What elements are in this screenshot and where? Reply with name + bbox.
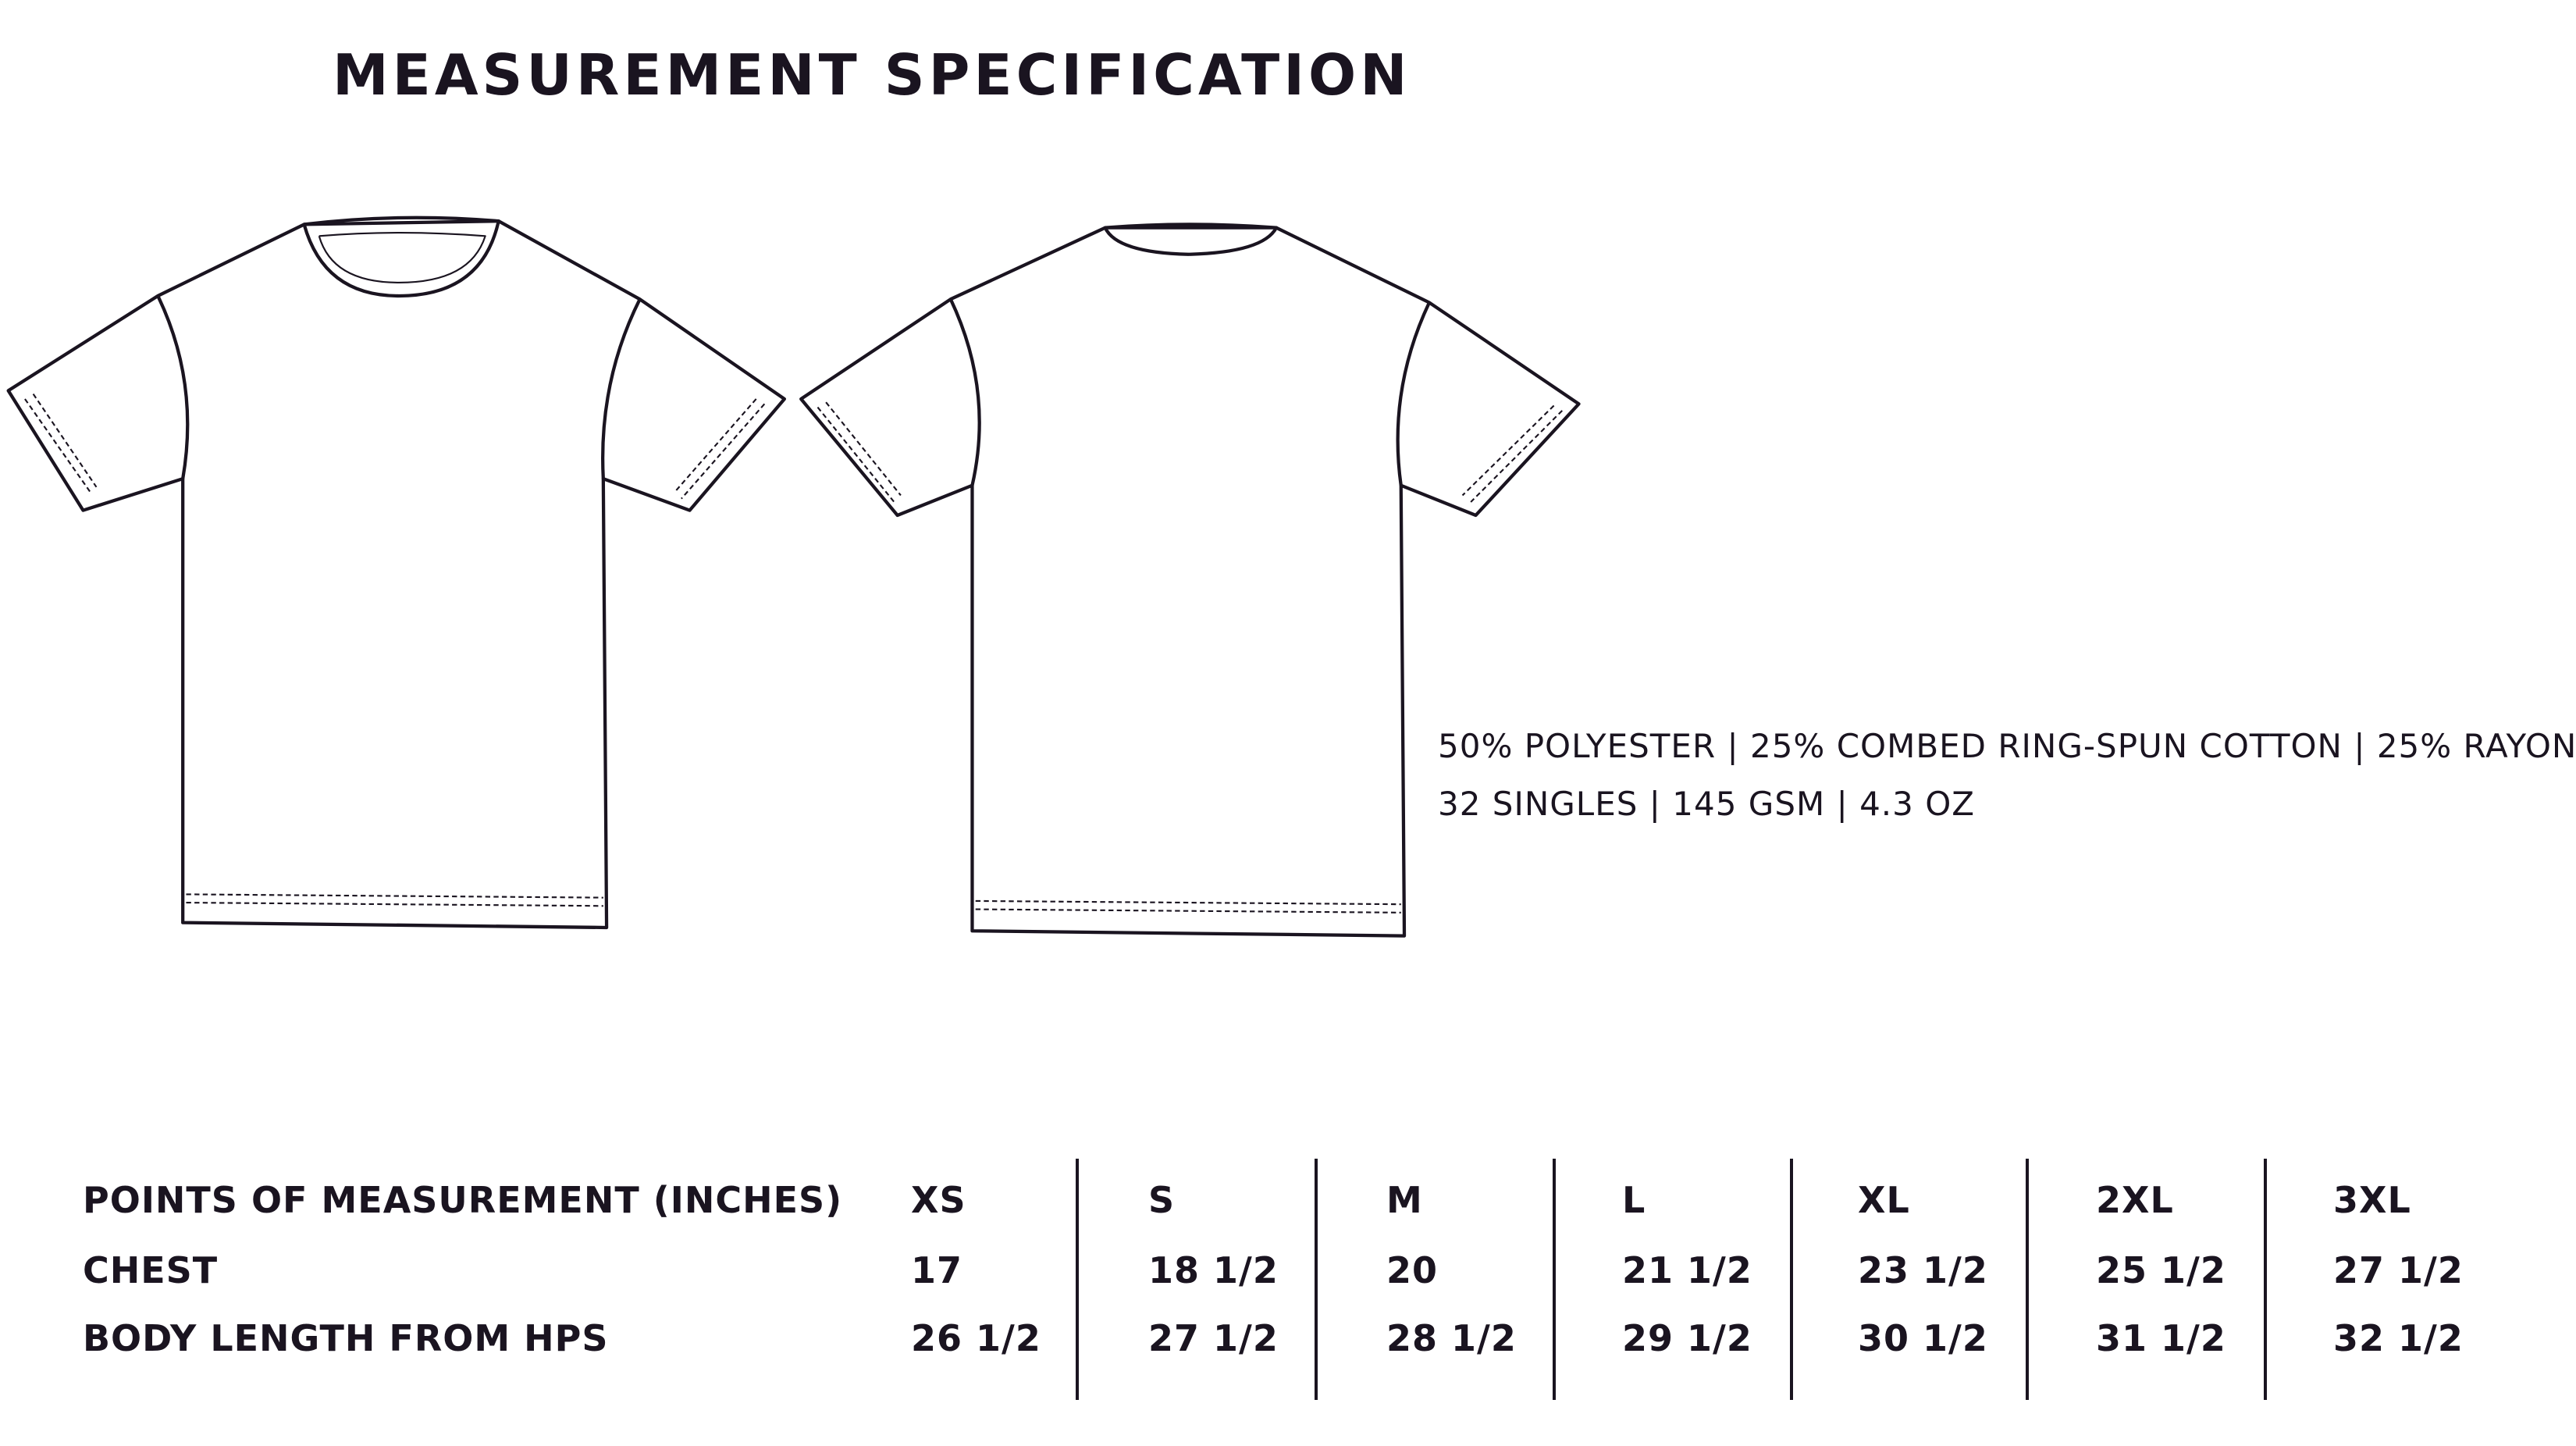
measurement: 30 1/2 bbox=[1858, 1317, 1988, 1359]
measurement: 29 1/2 bbox=[1622, 1317, 1752, 1359]
front-shirt bbox=[6, 215, 787, 930]
measurement: 27 1/2 bbox=[2333, 1249, 2464, 1291]
spec-line: 32 SINGLES | 145 GSM | 4.3 OZ bbox=[1438, 785, 1976, 823]
back-shirt bbox=[799, 223, 1581, 938]
measurement: 32 1/2 bbox=[2333, 1317, 2464, 1359]
size-header: M bbox=[1386, 1179, 1423, 1221]
size-header: XL bbox=[1858, 1179, 1910, 1221]
measurement: 27 1/2 bbox=[1148, 1317, 1279, 1359]
title: MEASUREMENT SPECIFICATION bbox=[333, 42, 1411, 108]
measurement: 23 1/2 bbox=[1858, 1249, 1988, 1291]
measurement: 31 1/2 bbox=[2096, 1317, 2226, 1359]
measurement: 20 bbox=[1386, 1249, 1439, 1291]
measurement: 17 bbox=[911, 1249, 963, 1291]
measurement: 28 1/2 bbox=[1386, 1317, 1517, 1359]
size-header: 3XL bbox=[2333, 1179, 2411, 1221]
measurement: 25 1/2 bbox=[2096, 1249, 2226, 1291]
row-label: CHEST bbox=[83, 1249, 219, 1291]
size-header: L bbox=[1622, 1179, 1646, 1221]
measurement: 21 1/2 bbox=[1622, 1249, 1752, 1291]
size-header: XS bbox=[911, 1179, 966, 1221]
size-header: 2XL bbox=[2096, 1179, 2174, 1221]
row-label: BODY LENGTH FROM HPS bbox=[83, 1317, 609, 1359]
measurement: 18 1/2 bbox=[1148, 1249, 1279, 1291]
size-header: S bbox=[1148, 1179, 1176, 1221]
spec-line: 50% POLYESTER | 25% COMBED RING-SPUN COT… bbox=[1438, 727, 2576, 765]
column-header: POINTS OF MEASUREMENT (INCHES) bbox=[83, 1179, 843, 1221]
measurement: 26 1/2 bbox=[911, 1317, 1041, 1359]
column-dividers bbox=[1076, 1159, 2267, 1400]
